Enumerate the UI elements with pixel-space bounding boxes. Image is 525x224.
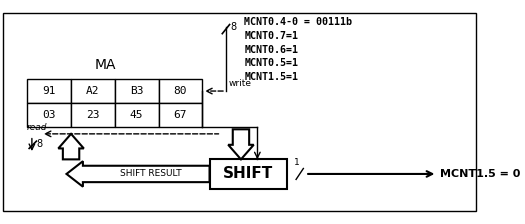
Text: 8: 8 xyxy=(36,139,43,149)
Text: MCNT0.6=1: MCNT0.6=1 xyxy=(244,45,298,55)
Text: MCNT0.4-0 = 00111b: MCNT0.4-0 = 00111b xyxy=(244,17,352,27)
Bar xyxy=(115,79,159,103)
Text: 91: 91 xyxy=(43,86,56,96)
Text: B3: B3 xyxy=(130,86,143,96)
Bar xyxy=(159,103,202,127)
Text: MCNT0.5=1: MCNT0.5=1 xyxy=(244,58,298,68)
Bar xyxy=(115,103,159,127)
Text: 8: 8 xyxy=(230,22,237,32)
Text: SHIFT RESULT: SHIFT RESULT xyxy=(120,169,182,179)
Text: 23: 23 xyxy=(86,110,100,120)
Text: 45: 45 xyxy=(130,110,143,120)
Bar xyxy=(71,103,115,127)
FancyArrow shape xyxy=(58,134,84,159)
Text: 67: 67 xyxy=(174,110,187,120)
Bar xyxy=(71,79,115,103)
FancyArrow shape xyxy=(228,129,254,159)
Text: 80: 80 xyxy=(174,86,187,96)
Text: MCNT0.7=1: MCNT0.7=1 xyxy=(244,31,298,41)
Text: MA: MA xyxy=(95,58,117,72)
Text: MCNT1.5=1: MCNT1.5=1 xyxy=(244,72,298,82)
Bar xyxy=(27,103,71,127)
Text: 03: 03 xyxy=(43,110,56,120)
Bar xyxy=(159,79,202,103)
Text: MCNT1.5 = 0: MCNT1.5 = 0 xyxy=(440,169,520,179)
Text: SHIFT: SHIFT xyxy=(223,166,274,181)
Text: write: write xyxy=(229,79,251,88)
Bar xyxy=(27,79,71,103)
Text: 1: 1 xyxy=(294,158,300,167)
FancyArrow shape xyxy=(67,161,209,187)
Text: read: read xyxy=(26,123,47,132)
Bar xyxy=(209,159,287,189)
Text: A2: A2 xyxy=(86,86,100,96)
